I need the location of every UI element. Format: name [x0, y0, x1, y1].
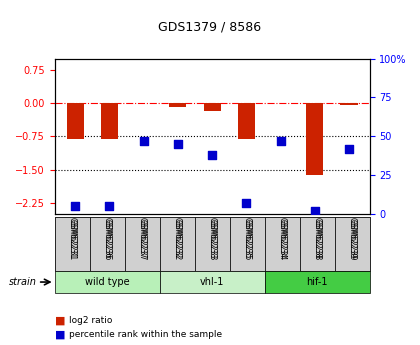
Point [174, 141, 181, 147]
Text: GSM62237: GSM62237 [138, 219, 147, 260]
Text: GSM62238: GSM62238 [312, 219, 322, 260]
Point [140, 138, 147, 144]
Bar [67, 103, 84, 139]
Text: GSM62231: GSM62231 [68, 219, 76, 260]
Text: percentile rank within the sample: percentile rank within the sample [69, 330, 223, 339]
Bar [204, 103, 220, 111]
Text: GSM62238: GSM62238 [312, 217, 322, 259]
Text: GDS1379 / 8586: GDS1379 / 8586 [158, 21, 262, 34]
Text: ■: ■ [55, 316, 65, 326]
Text: hif-1: hif-1 [306, 277, 328, 287]
Text: GSM62237: GSM62237 [138, 217, 147, 259]
Text: strain: strain [8, 277, 36, 287]
Text: GSM62235: GSM62235 [243, 217, 252, 259]
Text: GSM62231: GSM62231 [68, 217, 76, 259]
Point [243, 200, 250, 206]
Text: GSM62232: GSM62232 [173, 219, 181, 260]
Text: GSM62236: GSM62236 [102, 219, 112, 260]
Bar [101, 103, 118, 139]
Point [346, 146, 352, 151]
Bar [169, 103, 186, 107]
Point [106, 204, 113, 209]
Text: vhl-1: vhl-1 [200, 277, 224, 287]
Text: GSM62233: GSM62233 [207, 219, 217, 260]
Text: log2 ratio: log2 ratio [69, 316, 113, 325]
Bar [306, 103, 323, 175]
Text: ■: ■ [55, 330, 65, 339]
Text: GSM62232: GSM62232 [173, 217, 181, 259]
Point [277, 138, 284, 144]
Text: GSM62233: GSM62233 [207, 217, 217, 259]
Bar [135, 103, 152, 104]
Text: GSM62234: GSM62234 [278, 219, 286, 260]
Point [72, 204, 79, 209]
Text: GSM62234: GSM62234 [278, 217, 286, 259]
Text: GSM62235: GSM62235 [243, 219, 252, 260]
Bar [341, 103, 357, 105]
Text: wild type: wild type [85, 277, 129, 287]
Text: GSM62239: GSM62239 [348, 219, 357, 260]
Bar [272, 103, 289, 104]
Text: GSM62236: GSM62236 [102, 217, 112, 259]
Bar [238, 103, 255, 139]
Point [209, 152, 215, 158]
Text: GSM62239: GSM62239 [348, 217, 357, 259]
Point [312, 208, 318, 214]
